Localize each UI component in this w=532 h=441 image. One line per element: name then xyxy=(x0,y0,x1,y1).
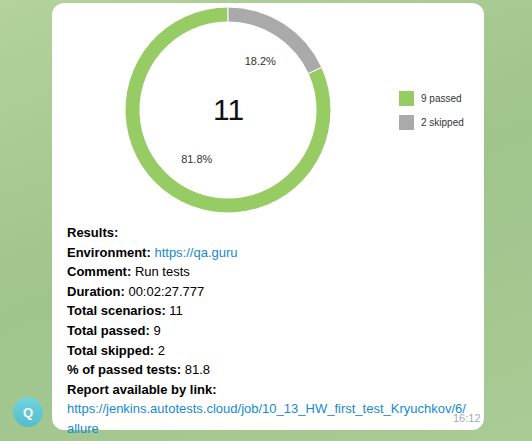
html-text:Duration: 00:02:27.777: Duration: 00:02:27.777 xyxy=(67,283,205,299)
html-text:2 skipped: 2 skipped xyxy=(421,117,464,128)
html-text:16:12: 16:12 xyxy=(453,412,481,424)
html-text:https://jenkins.autotests.clou: https://jenkins.autotests.cloud/job/10_1… xyxy=(67,401,466,436)
html-text:Total scenarios: 11: Total scenarios: 11 xyxy=(67,303,183,319)
html-text:Total skipped: 2: Total skipped: 2 xyxy=(67,342,165,358)
html-text:% of passed tests: 81.8: % of passed tests: 81.8 xyxy=(67,362,211,378)
html-text:9 passed: 9 passed xyxy=(421,93,462,104)
svg-text:81.8%: 81.8% xyxy=(181,153,212,165)
html-text:Results:: Results: xyxy=(67,225,119,240)
html-text:Report available by link:: Report available by link: xyxy=(67,381,217,397)
svg-text:18.2%: 18.2% xyxy=(245,55,276,67)
html-text:Total passed: 9: Total passed: 9 xyxy=(67,323,161,338)
svg-text:11: 11 xyxy=(213,93,244,126)
html-text:Environment: https://qa.guru: Environment: https://qa.guru xyxy=(67,244,238,260)
html-text:Q: Q xyxy=(22,404,34,420)
html-text:Comment: Run tests: Comment: Run tests xyxy=(67,264,190,280)
